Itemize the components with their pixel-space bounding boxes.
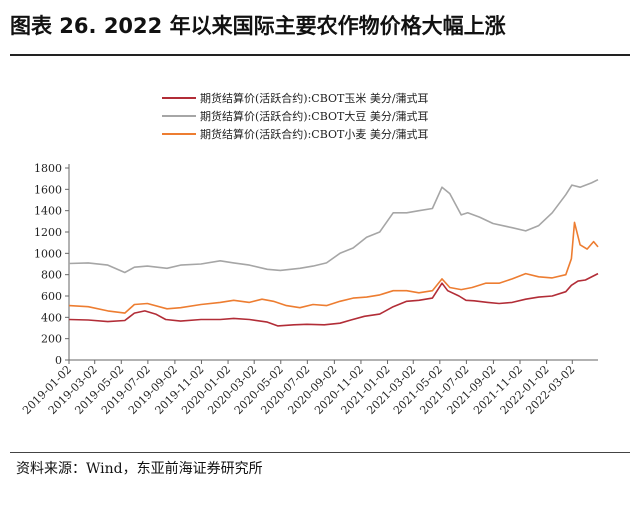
y-tick-label: 1000 — [34, 247, 62, 260]
figure-title: 图表 26. 2022 年以来国际主要农作物价格大幅上涨 — [10, 14, 506, 38]
y-tick-label: 800 — [41, 269, 62, 282]
y-tick-label: 1400 — [34, 205, 62, 218]
legend-label: 期货结算价(活跃合约):CBOT大豆 美分/蒲式耳 — [200, 109, 429, 123]
line-chart: 期货结算价(活跃合约):CBOT玉米 美分/蒲式耳期货结算价(活跃合约):CBO… — [20, 91, 599, 417]
legend-label: 期货结算价(活跃合约):CBOT小麦 美分/蒲式耳 — [200, 127, 429, 141]
y-tick-label: 600 — [41, 290, 62, 303]
series-line-2 — [68, 221, 599, 314]
series-line-1 — [68, 178, 599, 274]
y-tick-label: 1200 — [34, 226, 62, 239]
source-note: 资料来源：Wind，东亚前海证券研究所 — [16, 461, 263, 477]
y-tick-label: 0 — [55, 354, 62, 367]
series-layer — [68, 178, 599, 327]
y-tick-label: 1600 — [34, 183, 62, 196]
y-tick-label: 200 — [41, 333, 62, 346]
y-tick-label: 400 — [41, 311, 62, 324]
y-tick-label: 1800 — [34, 162, 62, 175]
footer-divider — [10, 452, 630, 453]
series-line-0 — [68, 272, 599, 327]
legend: 期货结算价(活跃合约):CBOT玉米 美分/蒲式耳期货结算价(活跃合约):CBO… — [162, 91, 429, 141]
title-divider — [10, 54, 630, 56]
chart-axes: 0200400600800100012001400160018002019-01… — [20, 162, 598, 417]
legend-label: 期货结算价(活跃合约):CBOT玉米 美分/蒲式耳 — [200, 91, 429, 105]
